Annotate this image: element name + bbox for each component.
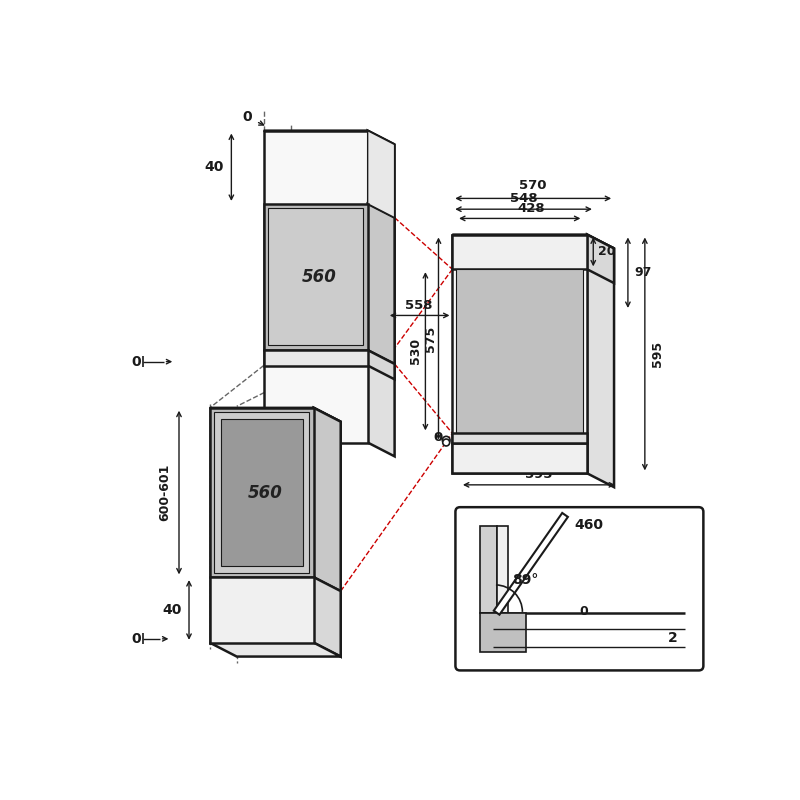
Text: 20: 20: [470, 451, 486, 464]
Polygon shape: [314, 408, 341, 657]
Circle shape: [442, 439, 450, 446]
Bar: [210, 408, 314, 578]
Polygon shape: [587, 234, 614, 283]
Text: 2: 2: [667, 631, 677, 645]
Text: 40: 40: [204, 160, 224, 174]
Polygon shape: [368, 204, 394, 364]
Text: 20: 20: [598, 246, 615, 258]
Bar: [221, 418, 303, 566]
Bar: [452, 234, 587, 270]
Text: 97: 97: [634, 266, 651, 279]
Bar: [210, 408, 314, 642]
Bar: [268, 209, 363, 346]
Text: 583-585: 583-585: [322, 248, 334, 306]
Text: 595: 595: [526, 468, 553, 481]
Text: 560-568: 560-568: [219, 553, 276, 566]
Bar: [264, 130, 368, 442]
Polygon shape: [210, 642, 341, 657]
Text: 548: 548: [510, 191, 538, 205]
Polygon shape: [587, 234, 614, 487]
Text: 560-568: 560-568: [279, 210, 336, 223]
Circle shape: [442, 436, 450, 444]
Polygon shape: [368, 130, 394, 218]
Text: 595: 595: [651, 341, 664, 367]
Text: 0: 0: [242, 110, 252, 124]
Text: 600-601: 600-601: [158, 464, 171, 522]
Polygon shape: [494, 513, 568, 614]
Text: 575: 575: [424, 326, 437, 352]
Bar: [264, 204, 368, 350]
Bar: [214, 413, 309, 573]
Text: 0: 0: [131, 632, 141, 646]
Polygon shape: [452, 234, 614, 249]
Bar: [497, 526, 508, 614]
Bar: [480, 526, 497, 614]
Text: 530: 530: [409, 338, 422, 364]
Text: 0: 0: [579, 605, 588, 618]
Text: 0: 0: [434, 431, 443, 444]
Text: 570: 570: [519, 179, 547, 192]
FancyBboxPatch shape: [455, 507, 703, 670]
Bar: [456, 270, 583, 442]
Text: 40: 40: [162, 603, 182, 617]
Polygon shape: [314, 578, 341, 657]
Bar: [452, 234, 587, 474]
Bar: [264, 350, 368, 366]
Text: 560: 560: [248, 483, 283, 502]
Polygon shape: [210, 408, 341, 422]
Polygon shape: [368, 130, 394, 456]
Text: 560: 560: [302, 268, 337, 286]
Bar: [452, 434, 587, 442]
Text: 89°: 89°: [513, 574, 538, 587]
Text: 558: 558: [406, 298, 433, 311]
Bar: [452, 442, 587, 474]
Polygon shape: [368, 350, 394, 379]
Bar: [480, 614, 526, 652]
Text: 460: 460: [574, 518, 603, 532]
Text: 428: 428: [518, 202, 545, 215]
Polygon shape: [264, 130, 394, 145]
Text: 0: 0: [131, 354, 141, 369]
Polygon shape: [314, 408, 341, 591]
Bar: [210, 578, 314, 642]
